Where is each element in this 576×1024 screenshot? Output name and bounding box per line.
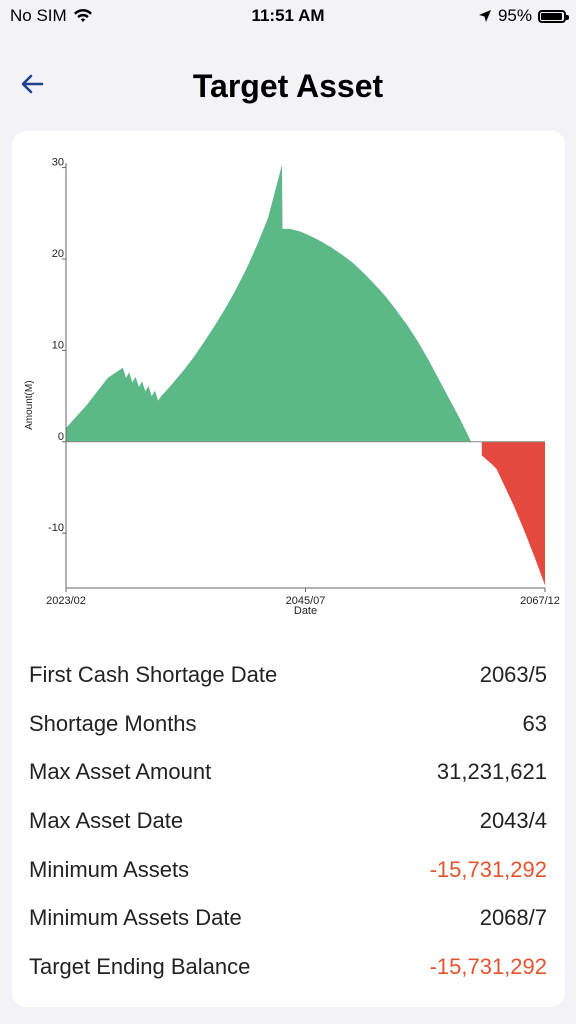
x-tick-label: 2023/02 <box>46 595 86 607</box>
asset-chart: 30 20 10 0 -10 2023/02 2045/07 2067/12 Date Amoun… <box>12 131 565 621</box>
stat-label: Shortage Months <box>29 710 197 736</box>
stat-label: Max Asset Amount <box>29 759 212 785</box>
page-title: Target Asset <box>192 68 384 104</box>
battery-fill <box>541 12 562 20</box>
stat-value: 31,231,621 <box>436 759 547 785</box>
stat-label: Target Ending Balance <box>29 953 251 979</box>
stat-label: Minimum Assets <box>29 856 190 882</box>
y-tick-label: 0 <box>58 431 64 443</box>
stat-label: Minimum Assets Date <box>29 905 242 931</box>
stat-value: 63 <box>522 710 547 736</box>
stat-value: 2063/5 <box>479 662 547 688</box>
stats-list: First Cash Shortage Date 2063/5 Shortage M… <box>29 651 547 991</box>
stat-value: 2043/4 <box>479 808 547 834</box>
status-time: 11:51 AM <box>251 6 325 25</box>
stat-row: Target Ending Balance -15,731,292 <box>29 943 547 992</box>
battery-percent: 95% <box>497 6 532 25</box>
y-axis-label: Amount(M) <box>24 380 35 429</box>
wifi-icon <box>73 8 92 22</box>
stat-value: -15,731,292 <box>429 856 547 882</box>
stat-value: 2068/7 <box>479 905 547 931</box>
content-card: 30 20 10 0 -10 2023/02 2045/07 2067/12 Date Amoun… <box>12 131 565 1007</box>
asset-chart-svg: 30 20 10 0 -10 2023/02 2045/07 2067/12 Date Amoun… <box>24 157 560 617</box>
battery-icon <box>538 9 569 23</box>
stat-row: First Cash Shortage Date 2063/5 <box>29 651 547 700</box>
status-right: 95% <box>478 6 569 26</box>
y-tick-label: 30 <box>52 157 64 169</box>
back-arrow-icon <box>21 74 44 94</box>
stat-label: Max Asset Date <box>29 808 184 834</box>
y-tick-label: 20 <box>52 248 64 260</box>
y-tick-label: 10 <box>52 339 64 351</box>
x-tick-label: 2045/07 <box>286 595 326 607</box>
back-button[interactable] <box>14 66 50 102</box>
location-arrow-icon <box>478 10 491 22</box>
stat-row: Minimum Assets -15,731,292 <box>29 845 547 894</box>
negative-asset-area <box>481 441 545 586</box>
stat-row: Max Asset Amount 31,231,621 <box>29 748 547 797</box>
y-tick-label: -10 <box>48 522 64 534</box>
stat-row: Minimum Assets Date 2068/7 <box>29 894 547 943</box>
x-axis-label: Date <box>294 605 317 617</box>
stat-label: First Cash Shortage Date <box>29 662 278 688</box>
positive-asset-area <box>66 164 472 442</box>
x-tick-label: 2067/12 <box>520 595 560 607</box>
status-left: No SIM <box>10 6 93 26</box>
status-bar: No SIM 11:51 AM 95% <box>0 0 576 34</box>
stat-row: Shortage Months 63 <box>29 700 547 749</box>
stat-value: -15,731,292 <box>429 953 547 979</box>
carrier-label: No SIM <box>10 6 67 25</box>
navigation-bar: Target Asset <box>0 56 576 116</box>
stat-row: Max Asset Date 2043/4 <box>29 797 547 846</box>
